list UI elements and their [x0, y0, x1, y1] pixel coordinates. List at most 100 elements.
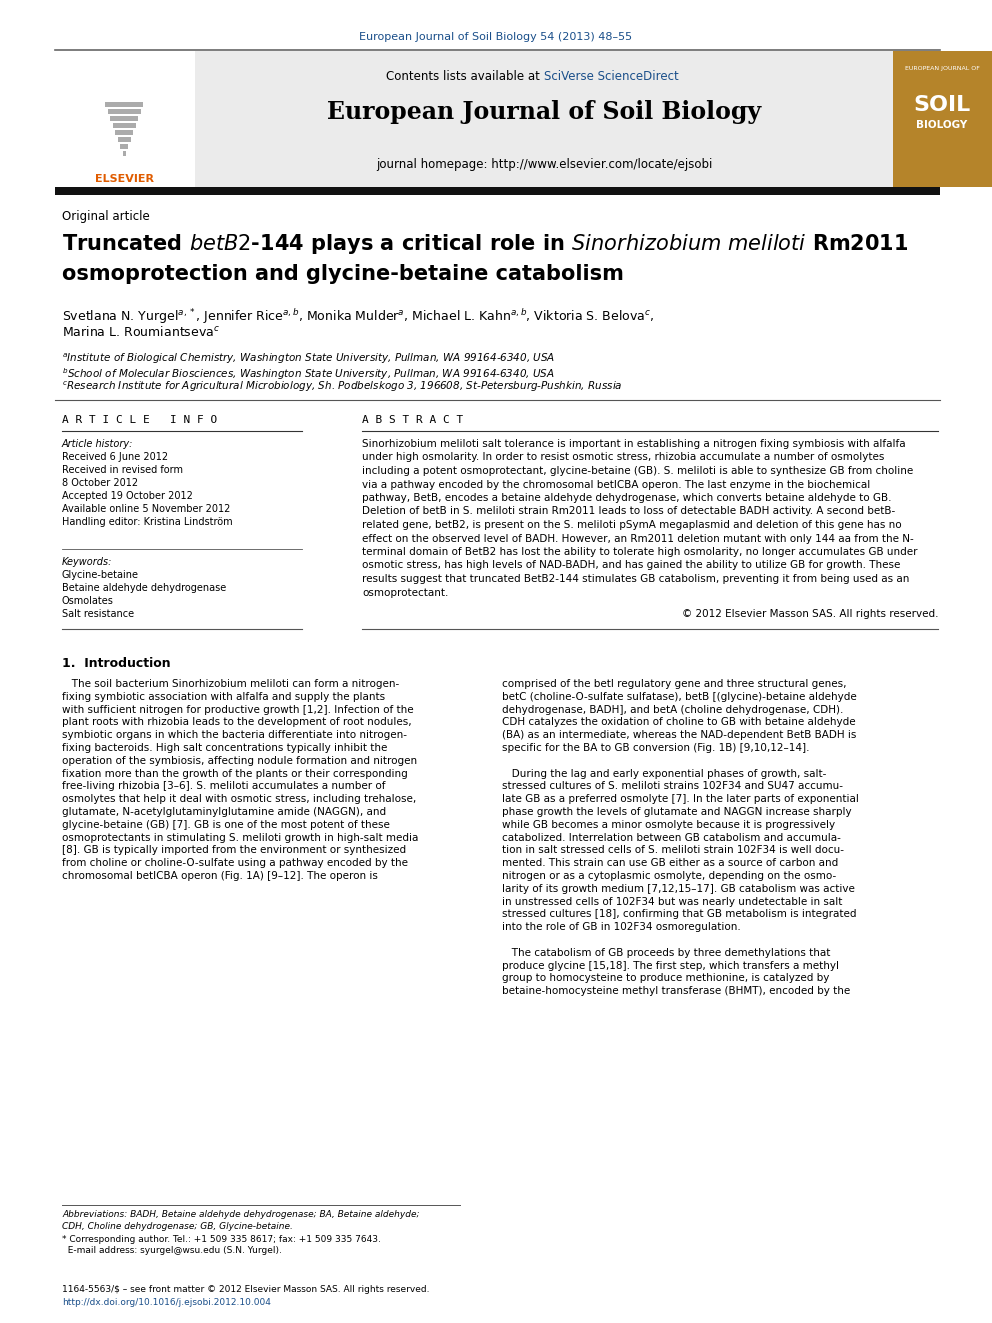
Text: chromosomal betICBA operon (Fig. 1A) [9–12]. The operon is: chromosomal betICBA operon (Fig. 1A) [9–…: [62, 871, 378, 881]
Text: plant roots with rhizobia leads to the development of root nodules,: plant roots with rhizobia leads to the d…: [62, 717, 412, 728]
Bar: [108, 108, 141, 114]
Text: glutamate, N-acetylglutaminylglutamine amide (NAGGN), and: glutamate, N-acetylglutaminylglutamine a…: [62, 807, 386, 818]
Text: Handling editor: Kristina Lindström: Handling editor: Kristina Lindström: [62, 517, 233, 527]
Bar: [115, 130, 133, 135]
Text: $^{b}$School of Molecular Biosciences, Washington State University, Pullman, WA : $^{b}$School of Molecular Biosciences, W…: [62, 366, 555, 382]
Text: CDH, Choline dehydrogenase; GB, Glycine-betaine.: CDH, Choline dehydrogenase; GB, Glycine-…: [62, 1222, 293, 1230]
Text: dehydrogenase, BADH], and betA (choline dehydrogenase, CDH).: dehydrogenase, BADH], and betA (choline …: [502, 705, 843, 714]
Text: ELSEVIER: ELSEVIER: [94, 175, 154, 184]
Text: stressed cultures of S. meliloti strains 102F34 and SU47 accumu-: stressed cultures of S. meliloti strains…: [502, 782, 843, 791]
Text: Received in revised form: Received in revised form: [62, 464, 183, 475]
Text: osmoprotectants in stimulating S. meliloti growth in high-salt media: osmoprotectants in stimulating S. melilo…: [62, 832, 419, 843]
Text: [8]. GB is typically imported from the environment or synthesized: [8]. GB is typically imported from the e…: [62, 845, 406, 856]
Text: Marina L. Roumiantseva$^{c}$: Marina L. Roumiantseva$^{c}$: [62, 325, 220, 339]
Text: fixation more than the growth of the plants or their corresponding: fixation more than the growth of the pla…: [62, 769, 408, 779]
Text: Betaine aldehyde dehydrogenase: Betaine aldehyde dehydrogenase: [62, 583, 226, 593]
Text: late GB as a preferred osmolyte [7]. In the later parts of exponential: late GB as a preferred osmolyte [7]. In …: [502, 794, 859, 804]
Text: produce glycine [15,18]. The first step, which transfers a methyl: produce glycine [15,18]. The first step,…: [502, 960, 839, 971]
Text: European Journal of Soil Biology: European Journal of Soil Biology: [327, 101, 761, 124]
Text: including a potent osmoprotectant, glycine-betaine (GB). S. meliloti is able to : including a potent osmoprotectant, glyci…: [362, 466, 914, 476]
Text: symbiotic organs in which the bacteria differentiate into nitrogen-: symbiotic organs in which the bacteria d…: [62, 730, 407, 740]
Text: journal homepage: http://www.elsevier.com/locate/ejsobi: journal homepage: http://www.elsevier.co…: [376, 157, 712, 171]
Text: Accepted 19 October 2012: Accepted 19 October 2012: [62, 491, 192, 501]
Text: A B S T R A C T: A B S T R A C T: [362, 415, 463, 425]
Text: Salt resistance: Salt resistance: [62, 609, 134, 619]
Text: The soil bacterium Sinorhizobium meliloti can form a nitrogen-: The soil bacterium Sinorhizobium melilot…: [62, 679, 399, 689]
Text: Osmolates: Osmolates: [62, 595, 114, 606]
Text: © 2012 Elsevier Masson SAS. All rights reserved.: © 2012 Elsevier Masson SAS. All rights r…: [682, 609, 938, 619]
Text: CDH catalyzes the oxidation of choline to GB with betaine aldehyde: CDH catalyzes the oxidation of choline t…: [502, 717, 856, 728]
Bar: [123, 151, 126, 156]
Bar: [105, 102, 143, 107]
Bar: [893, 52, 992, 187]
Text: SOIL: SOIL: [914, 95, 970, 115]
Text: catabolized. Interrelation between GB catabolism and accumula-: catabolized. Interrelation between GB ca…: [502, 832, 841, 843]
Text: EUROPEAN JOURNAL OF: EUROPEAN JOURNAL OF: [905, 66, 979, 71]
Text: 1.  Introduction: 1. Introduction: [62, 658, 171, 669]
Text: terminal domain of BetB2 has lost the ability to tolerate high osmolarity, no lo: terminal domain of BetB2 has lost the ab…: [362, 546, 918, 557]
Text: BIOLOGY: BIOLOGY: [917, 120, 967, 130]
Text: A R T I C L E   I N F O: A R T I C L E I N F O: [62, 415, 217, 425]
Text: from choline or choline-O-sulfate using a pathway encoded by the: from choline or choline-O-sulfate using …: [62, 859, 408, 868]
Text: Svetlana N. Yurgel$^{a,*}$, Jennifer Rice$^{a,b}$, Monika Mulder$^{a}$, Michael : Svetlana N. Yurgel$^{a,*}$, Jennifer Ric…: [62, 307, 655, 325]
Text: in unstressed cells of 102F34 but was nearly undetectable in salt: in unstressed cells of 102F34 but was ne…: [502, 897, 842, 906]
Text: Article history:: Article history:: [62, 439, 133, 448]
Text: with sufficient nitrogen for productive growth [1,2]. Infection of the: with sufficient nitrogen for productive …: [62, 705, 414, 714]
Text: fixing symbiotic association with alfalfa and supply the plants: fixing symbiotic association with alfalf…: [62, 692, 385, 701]
Text: Deletion of betB in S. meliloti strain Rm2011 leads to loss of detectable BADH a: Deletion of betB in S. meliloti strain R…: [362, 507, 895, 516]
Text: 8 October 2012: 8 October 2012: [62, 478, 138, 488]
Bar: [55, 52, 193, 187]
Text: Original article: Original article: [62, 210, 150, 224]
Text: osmotic stress, has high levels of NAD-BADH, and has gained the ability to utili: osmotic stress, has high levels of NAD-B…: [362, 561, 901, 570]
Text: into the role of GB in 102F34 osmoregulation.: into the role of GB in 102F34 osmoregula…: [502, 922, 741, 933]
Text: free-living rhizobia [3–6]. S. meliloti accumulates a number of: free-living rhizobia [3–6]. S. meliloti …: [62, 782, 386, 791]
Text: Abbreviations: BADH, Betaine aldehyde dehydrogenase; BA, Betaine aldehyde;: Abbreviations: BADH, Betaine aldehyde de…: [62, 1211, 420, 1218]
Text: E-mail address: syurgel@wsu.edu (S.N. Yurgel).: E-mail address: syurgel@wsu.edu (S.N. Yu…: [62, 1246, 282, 1256]
Text: results suggest that truncated BetB2-144 stimulates GB catabolism, preventing it: results suggest that truncated BetB2-144…: [362, 574, 910, 583]
Bar: [118, 138, 131, 142]
Text: phase growth the levels of glutamate and NAGGN increase sharply: phase growth the levels of glutamate and…: [502, 807, 851, 818]
Text: Received 6 June 2012: Received 6 June 2012: [62, 452, 168, 462]
Bar: [110, 116, 138, 120]
Bar: [195, 52, 893, 187]
Text: group to homocysteine to produce methionine, is catalyzed by: group to homocysteine to produce methion…: [502, 974, 829, 983]
Text: Sinorhizobium meliloti salt tolerance is important in establishing a nitrogen fi: Sinorhizobium meliloti salt tolerance is…: [362, 439, 906, 448]
Text: (BA) as an intermediate, whereas the NAD-dependent BetB BADH is: (BA) as an intermediate, whereas the NAD…: [502, 730, 856, 740]
Text: Available online 5 November 2012: Available online 5 November 2012: [62, 504, 230, 515]
Text: Truncated $\it{betB2}$-144 plays a critical role in $\it{Sinorhizobium\ meliloti: Truncated $\it{betB2}$-144 plays a criti…: [62, 232, 909, 255]
Bar: [55, 187, 940, 194]
Text: betaine-homocysteine methyl transferase (BHMT), encoded by the: betaine-homocysteine methyl transferase …: [502, 986, 850, 996]
Text: SciVerse ScienceDirect: SciVerse ScienceDirect: [544, 70, 679, 83]
Text: related gene, betB2, is present on the S. meliloti pSymA megaplasmid and deletio: related gene, betB2, is present on the S…: [362, 520, 902, 531]
Text: osmolytes that help it deal with osmotic stress, including trehalose,: osmolytes that help it deal with osmotic…: [62, 794, 417, 804]
Text: betC (choline-O-sulfate sulfatase), betB [(glycine)-betaine aldehyde: betC (choline-O-sulfate sulfatase), betB…: [502, 692, 857, 701]
Text: larity of its growth medium [7,12,15–17]. GB catabolism was active: larity of its growth medium [7,12,15–17]…: [502, 884, 855, 894]
Text: tion in salt stressed cells of S. meliloti strain 102F34 is well docu-: tion in salt stressed cells of S. melilo…: [502, 845, 844, 856]
Bar: [120, 144, 128, 149]
Text: Glycine-betaine: Glycine-betaine: [62, 570, 139, 579]
Text: $^{a}$Institute of Biological Chemistry, Washington State University, Pullman, W: $^{a}$Institute of Biological Chemistry,…: [62, 352, 556, 366]
Text: 1164-5563/$ – see front matter © 2012 Elsevier Masson SAS. All rights reserved.: 1164-5563/$ – see front matter © 2012 El…: [62, 1285, 430, 1294]
Text: European Journal of Soil Biology 54 (2013) 48–55: European Journal of Soil Biology 54 (201…: [359, 32, 633, 42]
Text: nitrogen or as a cytoplasmic osmolyte, depending on the osmo-: nitrogen or as a cytoplasmic osmolyte, d…: [502, 871, 836, 881]
Text: Keywords:: Keywords:: [62, 557, 112, 568]
Text: The catabolism of GB proceeds by three demethylations that: The catabolism of GB proceeds by three d…: [502, 947, 830, 958]
Bar: [113, 123, 136, 128]
Text: http://dx.doi.org/10.1016/j.ejsobi.2012.10.004: http://dx.doi.org/10.1016/j.ejsobi.2012.…: [62, 1298, 271, 1307]
Text: fixing bacteroids. High salt concentrations typically inhibit the: fixing bacteroids. High salt concentrati…: [62, 744, 387, 753]
Text: specific for the BA to GB conversion (Fig. 1B) [9,10,12–14].: specific for the BA to GB conversion (Fi…: [502, 744, 809, 753]
Text: comprised of the betI regulatory gene and three structural genes,: comprised of the betI regulatory gene an…: [502, 679, 846, 689]
Text: * Corresponding author. Tel.: +1 509 335 8617; fax: +1 509 335 7643.: * Corresponding author. Tel.: +1 509 335…: [62, 1234, 381, 1244]
Text: During the lag and early exponential phases of growth, salt-: During the lag and early exponential pha…: [502, 769, 826, 779]
Text: operation of the symbiosis, affecting nodule formation and nitrogen: operation of the symbiosis, affecting no…: [62, 755, 417, 766]
Text: pathway, BetB, encodes a betaine aldehyde dehydrogenase, which converts betaine : pathway, BetB, encodes a betaine aldehyd…: [362, 493, 892, 503]
Text: stressed cultures [18], confirming that GB metabolism is integrated: stressed cultures [18], confirming that …: [502, 909, 856, 919]
Text: $^{c}$Research Institute for Agricultural Microbiology, Sh. Podbelskogo 3, 19660: $^{c}$Research Institute for Agricultura…: [62, 380, 623, 394]
Text: osmoprotectant.: osmoprotectant.: [362, 587, 448, 598]
Text: effect on the observed level of BADH. However, an Rm2011 deletion mutant with on: effect on the observed level of BADH. Ho…: [362, 533, 914, 544]
Text: mented. This strain can use GB either as a source of carbon and: mented. This strain can use GB either as…: [502, 859, 838, 868]
Text: osmoprotection and glycine-betaine catabolism: osmoprotection and glycine-betaine catab…: [62, 265, 624, 284]
Text: glycine-betaine (GB) [7]. GB is one of the most potent of these: glycine-betaine (GB) [7]. GB is one of t…: [62, 820, 390, 830]
Text: via a pathway encoded by the chromosomal betICBA operon. The last enzyme in the : via a pathway encoded by the chromosomal…: [362, 479, 870, 490]
Text: while GB becomes a minor osmolyte because it is progressively: while GB becomes a minor osmolyte becaus…: [502, 820, 835, 830]
